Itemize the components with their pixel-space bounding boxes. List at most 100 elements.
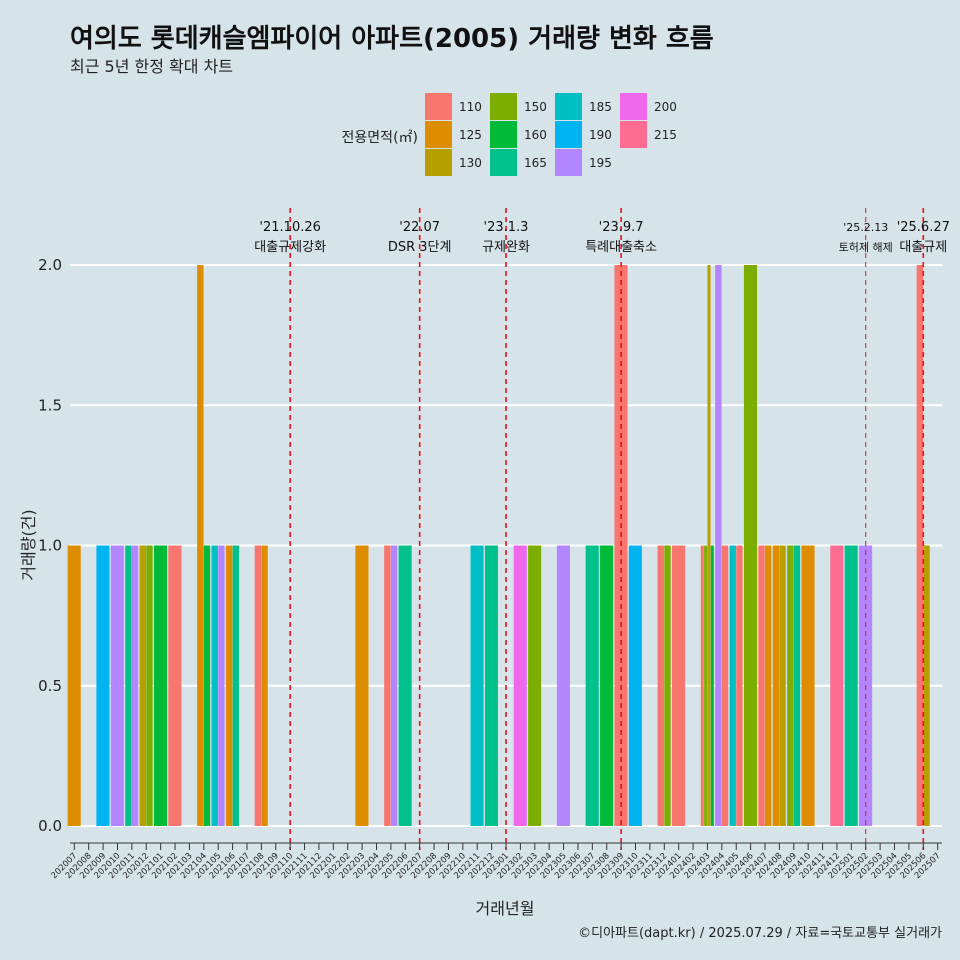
bar [671,545,686,826]
bar [513,545,527,826]
legend-label: 150 [524,100,547,114]
bar [528,545,542,826]
bar [715,265,722,826]
legend-title: 전용면적(㎡) [342,130,418,146]
bar [254,545,262,826]
event-label: 토허제 해제 [839,240,893,254]
bar [801,545,815,826]
source-caption: ©디아파트(dapt.kr) / 2025.07.29 / 자료=국토교통부 실… [578,926,942,941]
bar [110,545,124,826]
bar [225,545,233,826]
bar [710,545,714,826]
legend-label: 215 [654,128,677,142]
event-label: 대출규제강화 [254,240,326,255]
legend-swatch [620,93,647,120]
bar [729,545,736,826]
bar [657,545,664,826]
y-tick-label: 0.0 [38,817,62,835]
legend-label: 165 [524,156,547,170]
bar [664,545,671,826]
legend-label: 200 [654,100,677,114]
event-label: 규제완화 [482,240,530,255]
event-date-label: '25.2.13 [843,221,888,234]
legend-label: 160 [524,128,547,142]
bar [218,545,225,826]
bar [736,545,743,826]
bar [261,545,268,826]
event-label: 대출규제 [899,240,947,255]
legend-swatch [425,149,452,176]
legend-label: 125 [459,128,482,142]
bar [600,545,614,826]
bar [779,545,786,826]
bar [384,545,391,826]
bar [168,545,182,826]
bar [844,545,858,826]
legend-swatch [425,121,452,148]
bar [916,265,923,826]
bar [585,545,599,826]
y-tick-label: 0.5 [38,677,62,695]
y-axis-title: 거래량(건) [19,509,38,580]
bar [556,545,570,826]
bar [390,545,398,826]
legend-label: 185 [589,100,612,114]
event-date-label: '23.1.3 [484,220,529,235]
chart-subtitle: 최근 5년 한정 확대 차트 [70,57,234,76]
event-label: 특례대출축소 [585,240,657,255]
y-tick-label: 2.0 [38,256,62,274]
legend-swatch [490,121,517,148]
bar [923,545,930,826]
legend-label: 130 [459,156,482,170]
chart-title: 여의도 롯데캐슬엠파이어 아파트(2005) 거래량 변화 흐름 [70,24,714,54]
y-tick-label: 1.5 [38,396,62,414]
bar [125,545,132,826]
bar [830,545,844,826]
bar [153,545,168,826]
event-date-label: '21.10.26 [259,220,320,235]
bar [96,545,110,826]
bar [146,545,153,826]
bar [131,545,139,826]
legend-swatch [555,149,582,176]
legend-label: 195 [589,156,612,170]
bar [139,545,146,826]
bar [398,545,412,826]
bar [197,265,204,826]
bar [743,265,758,826]
event-date-label: '25.6.27 [897,220,950,235]
x-axis-title: 거래년월 [476,899,535,918]
legend-swatch [490,149,517,176]
legend-label: 190 [589,128,612,142]
event-label: DSR 3단계 [388,240,452,255]
legend: 전용면적(㎡) 110 125 130 150 160 165 185 190 195 200 215 [342,93,677,176]
bar [772,545,780,826]
bar [721,545,729,826]
bar [232,545,239,826]
legend-swatch [490,93,517,120]
legend-swatch [555,93,582,120]
bar [211,545,218,826]
bar [787,545,794,826]
bar [704,545,708,826]
event-markers: '21.10.26 대출규제강화 '22.07 DSR 3단계 '23.1.3 규제완화 '… [254,208,950,850]
bar [628,545,642,826]
bar [758,545,765,826]
bar [203,545,211,826]
legend-swatch [425,93,452,120]
bar [765,545,772,826]
bar [355,545,369,826]
legend-label: 110 [459,100,482,114]
bar [484,545,499,826]
legend-swatch [620,121,647,148]
bar [793,545,801,826]
bar [470,545,484,826]
y-tick-label: 1.0 [38,537,62,555]
bar [700,545,704,826]
legend-swatch [555,121,582,148]
bar [707,265,711,826]
bar [67,545,81,826]
bars [67,265,930,826]
event-date-label: '23.9.7 [599,220,644,235]
